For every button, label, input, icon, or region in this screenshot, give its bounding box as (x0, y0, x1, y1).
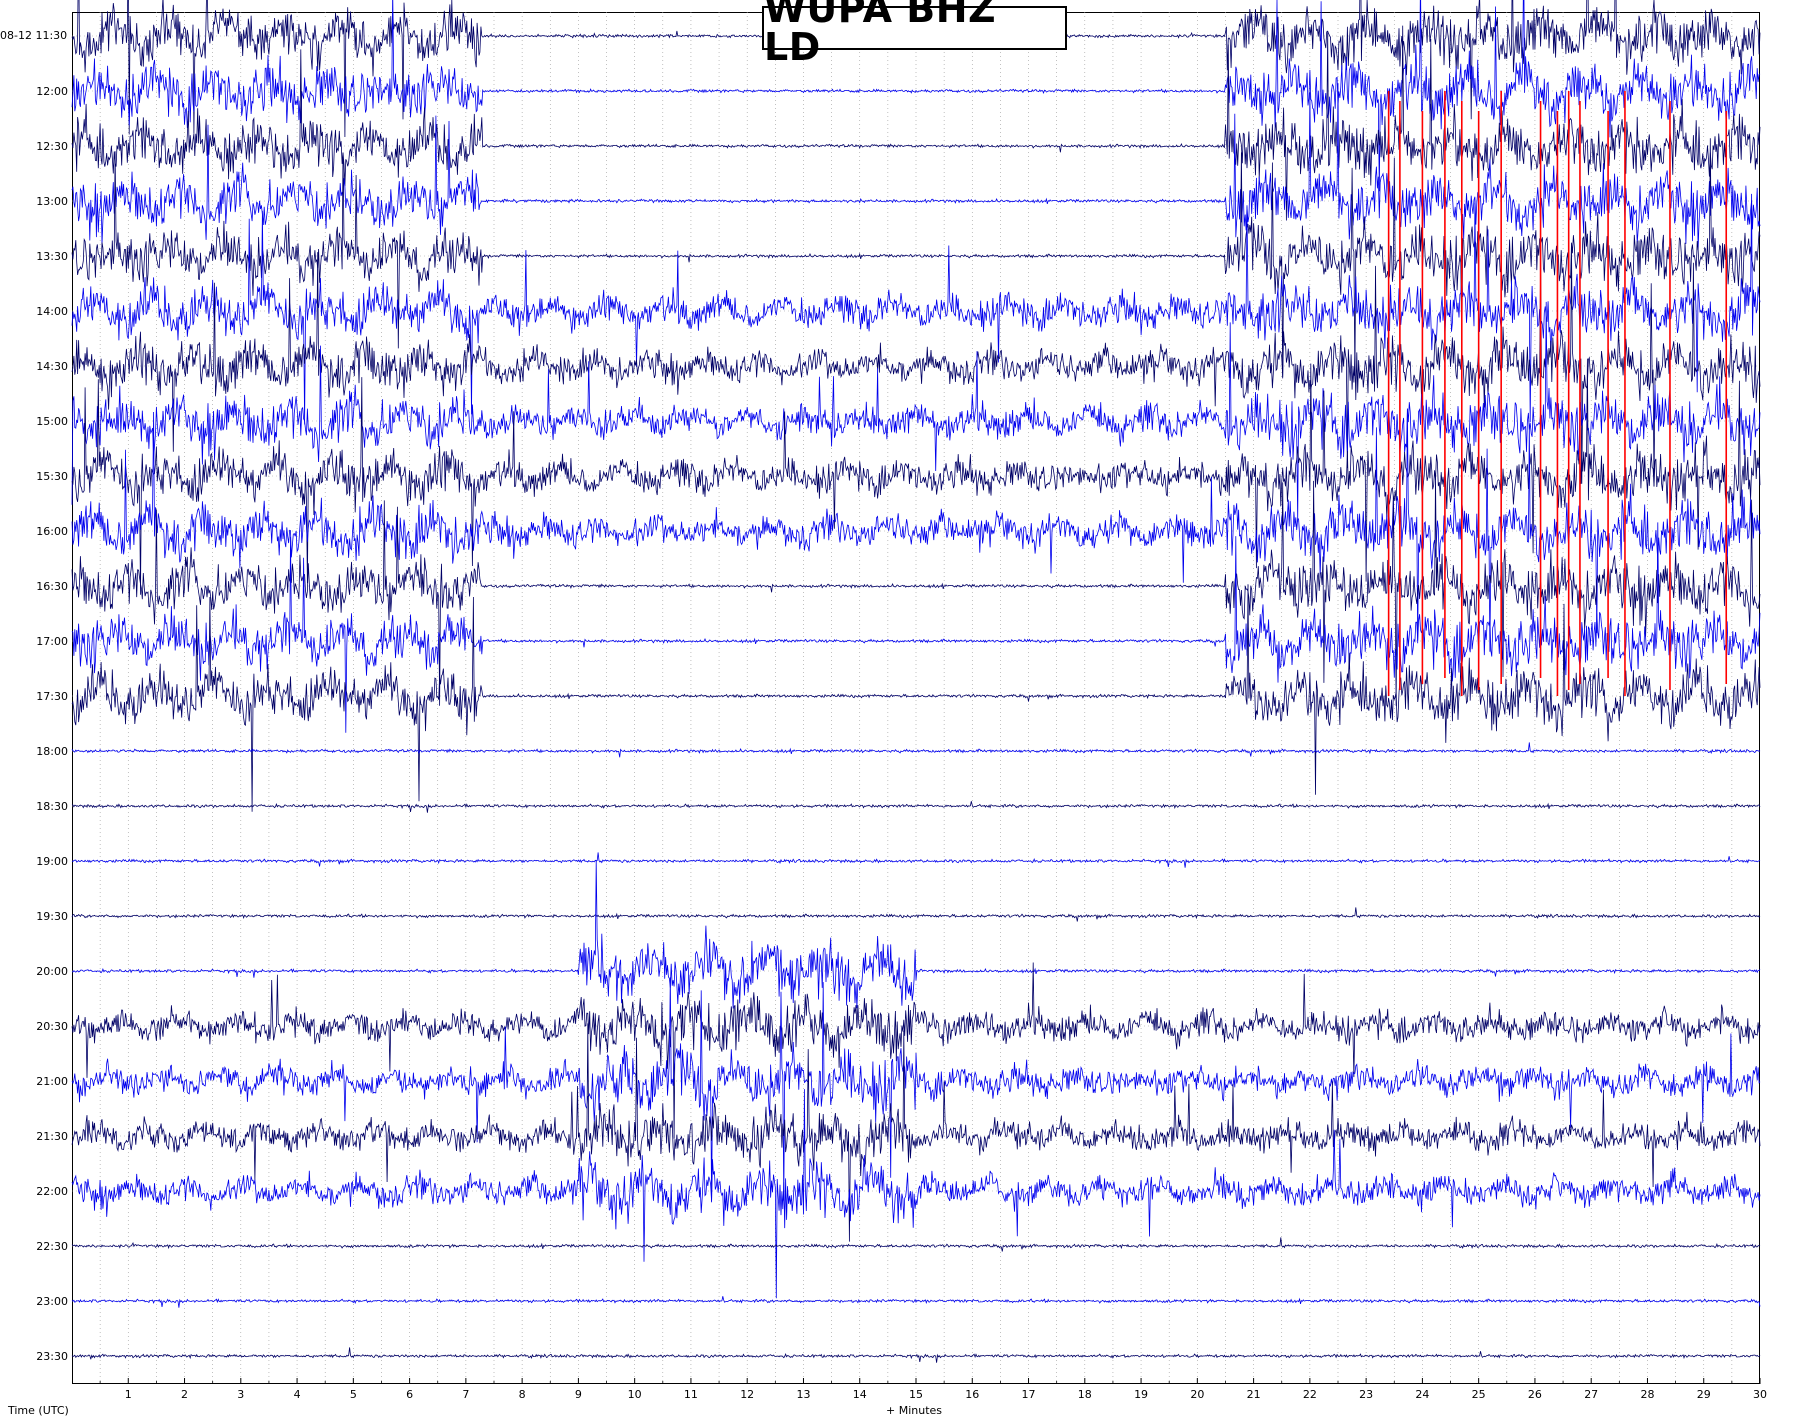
trace-row (71, 962, 1761, 1139)
row-time-label: 12:00 (36, 85, 68, 98)
trace-row (71, 852, 1761, 868)
row-time-label: 12:30 (36, 140, 68, 153)
row-time-label: 15:30 (36, 470, 68, 483)
row-time-label: 22:00 (36, 1185, 68, 1198)
x-tick-label: 16 (965, 1388, 979, 1400)
row-time-label: 23:00 (36, 1295, 68, 1308)
row-time-label: 20:30 (36, 1020, 68, 1033)
x-tick-label: 14 (853, 1388, 867, 1400)
trace-row (71, 0, 1761, 192)
trace-row (71, 1023, 1761, 1242)
title-box: WUPA BHZ LD (762, 0, 1067, 66)
x-tick-label: 30 (1753, 1388, 1767, 1400)
x-tick-label: 24 (1415, 1388, 1429, 1400)
x-tick-label: 12 (740, 1388, 754, 1400)
x-tick-label: 25 (1472, 1388, 1486, 1400)
x-tick-label: 13 (796, 1388, 810, 1400)
row-time-label: 20:00 (36, 965, 68, 978)
trace-row (71, 1296, 1761, 1308)
trace-row (71, 474, 1761, 706)
row-time-label: 21:00 (36, 1075, 68, 1088)
trace-row (71, 408, 1761, 652)
x-tick-label: 11 (684, 1388, 698, 1400)
x-tick-label: 19 (1134, 1388, 1148, 1400)
x-tick-label: 6 (406, 1388, 413, 1400)
row-time-label: 18:00 (36, 745, 68, 758)
row-time-label: 23:30 (36, 1350, 68, 1363)
row-time-label: 15:00 (36, 415, 68, 428)
x-tick-label: 4 (294, 1388, 301, 1400)
row-time-label: 17:00 (36, 635, 68, 648)
row-time-label: 19:30 (36, 910, 68, 923)
row-time-label: 21:30 (36, 1130, 68, 1143)
x-axis-label-time: Time (UTC) (8, 1404, 69, 1417)
x-tick-label: 15 (909, 1388, 923, 1400)
trace-row (71, 860, 1761, 1009)
x-tick-label: 2 (181, 1388, 188, 1400)
row-time-label: 14:30 (36, 360, 68, 373)
x-tick-label: 3 (237, 1388, 244, 1400)
trace-row (71, 584, 1761, 812)
x-tick-label: 7 (462, 1388, 469, 1400)
chart-title: WUPA BHZ LD (764, 0, 997, 69)
trace-row (71, 1089, 1761, 1299)
x-tick-label: 23 (1359, 1388, 1373, 1400)
x-tick-label: 8 (519, 1388, 526, 1400)
x-tick-label: 28 (1640, 1388, 1654, 1400)
row-time-label: 19:00 (36, 855, 68, 868)
trace-row (71, 742, 1761, 758)
trace-row (71, 1347, 1761, 1363)
x-tick-label: 21 (1247, 1388, 1261, 1400)
trace-row (71, 1237, 1761, 1252)
row-time-label: 13:30 (36, 250, 68, 263)
row-time-label: 22:30 (36, 1240, 68, 1253)
x-tick-label: 27 (1584, 1388, 1598, 1400)
trace-row (71, 977, 1761, 1202)
x-tick-label: 20 (1190, 1388, 1204, 1400)
x-tick-label: 26 (1528, 1388, 1542, 1400)
x-tick-label: 5 (350, 1388, 357, 1400)
trace-row (71, 907, 1761, 922)
x-tick-label: 22 (1303, 1388, 1317, 1400)
row-time-label: 16:00 (36, 525, 68, 538)
x-tick-label: 29 (1697, 1388, 1711, 1400)
trace-row (71, 801, 1761, 813)
row-time-label: 13:00 (36, 195, 68, 208)
x-tick-label: 10 (628, 1388, 642, 1400)
start-time-label: 08-12 11:30 (0, 29, 68, 42)
x-tick-label: 9 (575, 1388, 582, 1400)
x-tick-label: 1 (125, 1388, 132, 1400)
row-time-label: 17:30 (36, 690, 68, 703)
x-tick-label: 17 (1022, 1388, 1036, 1400)
row-time-label: 16:30 (36, 580, 68, 593)
row-time-label: 18:30 (36, 800, 68, 813)
x-tick-label: 18 (1078, 1388, 1092, 1400)
row-time-label: 14:00 (36, 305, 68, 318)
x-axis-label-minutes: + Minutes (886, 1404, 943, 1417)
